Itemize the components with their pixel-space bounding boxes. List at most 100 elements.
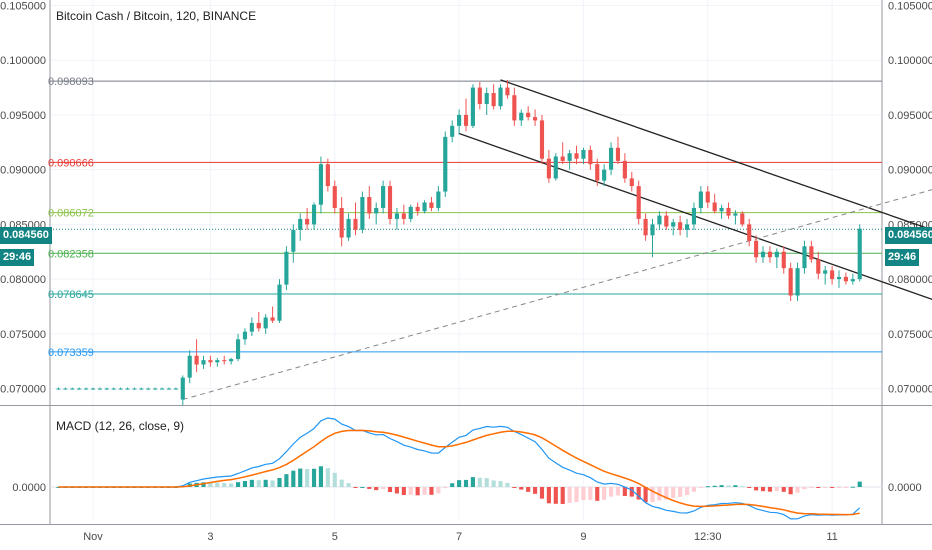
macd-histogram-bar — [747, 487, 752, 488]
candle-body — [387, 186, 393, 219]
candle-body — [726, 207, 731, 216]
macd-histogram-bar — [498, 481, 503, 487]
macd-histogram-bar — [698, 487, 703, 488]
candle-body — [650, 224, 655, 236]
macd-histogram-bar — [809, 487, 814, 488]
macd-histogram-bar — [505, 482, 510, 487]
candle-body — [477, 87, 482, 104]
macd-histogram-bar — [678, 487, 683, 497]
x-tick-label: 11 — [826, 531, 837, 543]
macd-histogram-bar — [774, 487, 779, 492]
macd-histogram-bar — [733, 485, 738, 487]
candle-body — [830, 270, 835, 280]
macd-histogram-bar — [367, 487, 372, 489]
candle-body — [422, 202, 427, 212]
macd-histogram-bar — [305, 469, 310, 487]
candle-body — [560, 156, 565, 161]
macd-histogram-bar — [595, 487, 600, 501]
candle-body — [187, 355, 192, 378]
chart-title: Bitcoin Cash / Bitcoin, 120, BINANCE — [56, 9, 257, 23]
candle-body — [678, 222, 683, 230]
candle-body — [836, 276, 842, 280]
level-label: 0.098093 — [48, 76, 94, 88]
candle-body — [809, 246, 814, 260]
candle-body — [139, 388, 144, 390]
macd-histogram-bar — [581, 487, 586, 501]
macd-histogram-bar — [608, 487, 614, 497]
macd-histogram-bar — [332, 472, 337, 487]
macd-histogram-bar — [401, 487, 406, 496]
candle-body — [360, 197, 365, 230]
macd-histogram-bar — [574, 487, 579, 503]
macd-histogram-bar — [277, 478, 282, 487]
macd-histogram-bar — [546, 487, 551, 504]
macd-histogram-bar — [477, 477, 482, 487]
candle-body — [546, 158, 551, 179]
candle-body — [767, 251, 773, 258]
macd-histogram-bar — [802, 487, 807, 490]
candle-body — [733, 213, 738, 216]
candle-body — [657, 215, 662, 225]
macd-histogram-bar — [256, 480, 261, 487]
candle-body — [401, 213, 406, 219]
x-tick-label: 9 — [580, 531, 586, 543]
macd-histogram-bar — [588, 487, 593, 501]
macd-histogram-bar — [539, 487, 545, 499]
macd-histogram-bar — [491, 480, 496, 487]
macd-zero-label-left: 0.0000 — [12, 482, 46, 494]
candle-body — [443, 136, 448, 192]
candle-body — [602, 169, 607, 181]
y-tick-label-right: 0.105000 — [888, 0, 932, 12]
candle-body — [788, 268, 793, 296]
candle-body — [553, 156, 558, 179]
right-price-badge: 0.084560 — [885, 227, 932, 244]
candle-body — [125, 388, 130, 390]
candle-body — [539, 120, 545, 159]
y-tick-label: 0.070000 — [0, 384, 46, 396]
candle-body — [774, 251, 779, 258]
macd-histogram-bar — [567, 487, 572, 503]
candle-body — [526, 112, 531, 118]
candle-body — [63, 388, 68, 390]
candle-body — [104, 388, 109, 390]
y-tick-label-right: 0.095000 — [888, 110, 932, 122]
candle-body — [643, 218, 648, 236]
trendline-channel-top — [500, 79, 932, 231]
macd-histogram-bar — [643, 487, 648, 503]
candle-body — [588, 149, 593, 165]
candle-body — [311, 204, 317, 225]
candle-body — [159, 388, 165, 390]
candle-body — [754, 240, 759, 258]
x-tick-label: Nov — [83, 531, 103, 543]
macd-histogram-bar — [512, 487, 517, 488]
macd-histogram-bar — [242, 480, 248, 487]
y-tick-label: 0.105000 — [0, 0, 46, 12]
macd-histogram-bar — [222, 483, 227, 487]
candle-body — [298, 218, 303, 230]
macd-histogram-bar — [298, 468, 303, 487]
candle-body — [208, 360, 213, 363]
candle-body — [567, 153, 572, 161]
macd-histogram-bar — [215, 482, 220, 487]
candle-body — [277, 284, 282, 321]
candle-body — [795, 268, 800, 296]
candle-body — [374, 207, 379, 214]
y-tick-label: 0.095000 — [0, 110, 46, 122]
macd-histogram-bar — [457, 480, 462, 487]
macd-histogram-bar — [408, 487, 413, 495]
macd-histogram-bar — [394, 487, 399, 494]
y-tick-label: 0.080000 — [0, 274, 46, 286]
macd-histogram-bar — [830, 487, 835, 488]
macd-histogram-bar — [843, 487, 848, 488]
macd-histogram-bar — [615, 487, 621, 496]
candle-body — [235, 339, 241, 360]
candle-body — [533, 117, 538, 121]
candle-body — [691, 207, 697, 225]
macd-histogram-bar — [691, 487, 697, 492]
candle-body — [180, 377, 185, 400]
macd-histogram-bar — [836, 487, 842, 488]
macd-histogram-bar — [484, 478, 489, 487]
level-label: 0.082358 — [48, 248, 94, 260]
candle-body — [284, 251, 289, 285]
macd-histogram-bar — [684, 487, 690, 496]
